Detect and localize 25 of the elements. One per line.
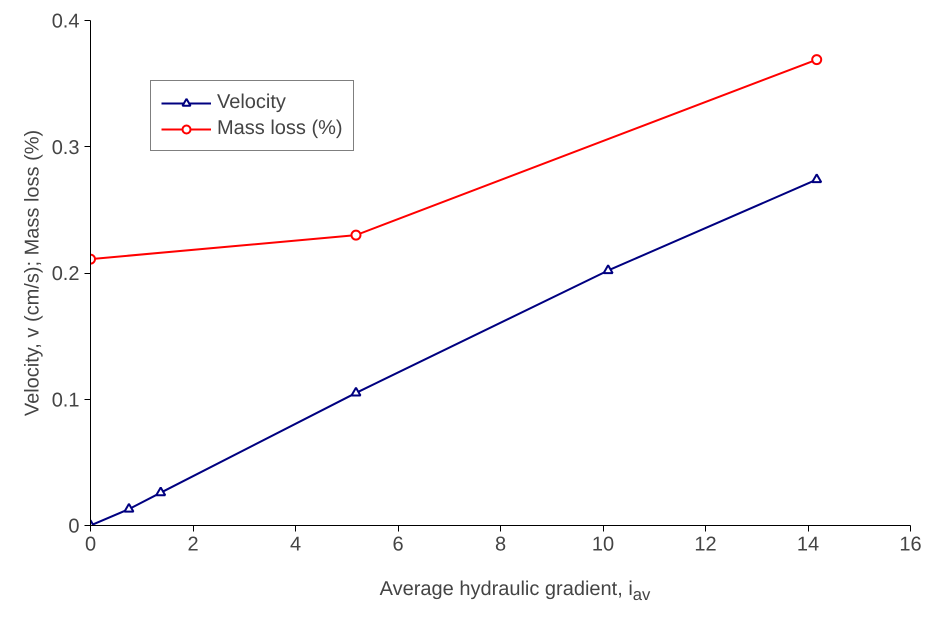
y-tick-label: 0.4 (52, 10, 80, 32)
legend-label: Mass loss (%) (217, 117, 343, 140)
y-tick-label: 0 (68, 516, 80, 538)
point (811, 54, 822, 66)
x-tick-label: 14 (796, 534, 820, 556)
point (602, 264, 614, 274)
x-tick-label: 4 (290, 534, 302, 556)
point (155, 486, 166, 496)
point (123, 502, 134, 513)
point (811, 173, 822, 184)
y-tick-label: 0.2 (52, 263, 80, 285)
x-tick-label: 0 (84, 534, 96, 556)
point (350, 386, 362, 397)
x-tick-label: 8 (494, 534, 506, 556)
x-axis-title: Average hydraulic gradient, i$_{av}$ (380, 577, 650, 606)
x-tick-label: 12 (694, 534, 717, 556)
legend-label: Velocity (217, 91, 286, 114)
x-tick-label: 16 (899, 534, 922, 556)
y-tick-label: 0.1 (52, 389, 80, 412)
y-tick-label: 0.3 (52, 136, 80, 159)
x-tick-label: 6 (392, 534, 404, 556)
point (350, 230, 362, 241)
x-tick-label: 2 (187, 534, 199, 556)
y-axis-title: Velocity, v (cm/s); Mass loss (%) (22, 130, 44, 416)
x-tick-label: 10 (592, 534, 614, 556)
